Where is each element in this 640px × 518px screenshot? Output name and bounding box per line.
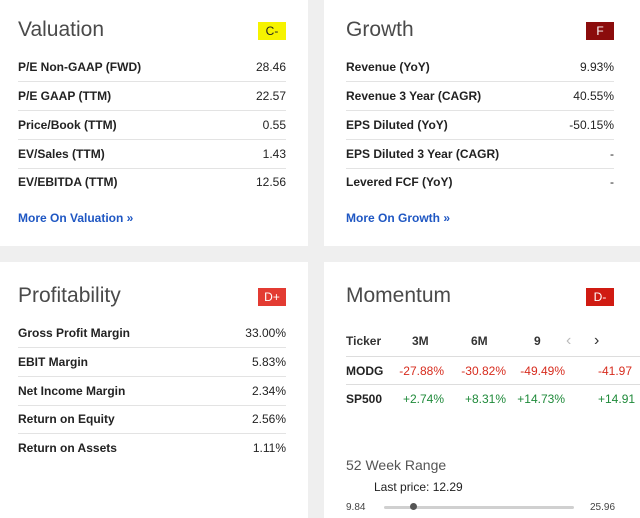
range-track <box>384 506 574 509</box>
valuation-grade-badge: C- <box>258 22 286 40</box>
metric-label: Return on Assets <box>18 440 117 455</box>
metric-value: 2.34% <box>251 383 286 398</box>
metric-label: Gross Profit Margin <box>18 325 131 340</box>
metric-label: EPS Diluted (YoY) <box>346 117 448 132</box>
range-high: 25.96 <box>590 502 616 513</box>
metric-value: 2.56% <box>251 411 286 426</box>
momentum-value-9m: -49.49% <box>520 364 565 378</box>
growth-row: Revenue (YoY) 9.93% <box>346 52 614 82</box>
last-price-label: Last price: 12.29 <box>374 480 463 494</box>
metric-value: 0.55 <box>262 117 286 132</box>
metric-label: EBIT Margin <box>18 354 89 369</box>
momentum-value-3m: -27.88% <box>399 364 444 378</box>
metric-value: -50.15% <box>569 117 614 132</box>
metric-label: Price/Book (TTM) <box>18 117 117 132</box>
valuation-row: P/E Non-GAAP (FWD) 28.46 <box>18 52 286 82</box>
momentum-value-3m: +2.74% <box>402 392 444 406</box>
growth-grade-badge: F <box>586 22 614 40</box>
range-marker[interactable] <box>409 503 417 510</box>
metric-value: 22.57 <box>255 88 286 103</box>
valuation-row: EV/EBITDA (TTM) 12.56 <box>18 167 286 196</box>
more-on-growth-link[interactable]: More On Growth » <box>346 211 451 225</box>
growth-row: EPS Diluted 3 Year (CAGR) - <box>346 139 614 169</box>
metric-label: EPS Diluted 3 Year (CAGR) <box>346 146 500 161</box>
range-title: 52 Week Range <box>346 457 447 473</box>
momentum-grade-badge: D- <box>586 288 614 306</box>
metric-label: Revenue (YoY) <box>346 59 430 74</box>
momentum-card: Momentum D- Ticker 3M 6M 9 ‹ › MODG -27.… <box>324 262 640 518</box>
metric-label: EV/EBITDA (TTM) <box>18 174 118 189</box>
growth-card: Growth F Revenue (YoY) 9.93% Revenue 3 Y… <box>324 0 640 246</box>
growth-row: Levered FCF (YoY) - <box>346 167 614 196</box>
profitability-row: EBIT Margin 5.83% <box>18 347 286 377</box>
momentum-value-1y: -41.97 <box>598 364 633 378</box>
momentum-row: MODG -27.88% -30.82% -49.49% -41.97 <box>346 356 640 384</box>
profitability-row: Gross Profit Margin 33.00% <box>18 318 286 348</box>
momentum-value-9m: +14.73% <box>517 392 565 406</box>
chevron-right-icon[interactable]: › <box>594 332 600 349</box>
momentum-value-6m: +8.31% <box>464 392 506 406</box>
profitability-row: Return on Assets 1.11% <box>18 433 286 462</box>
metric-label: P/E Non-GAAP (FWD) <box>18 59 142 74</box>
metric-label: Revenue 3 Year (CAGR) <box>346 88 482 103</box>
profitability-row: Return on Equity 2.56% <box>18 404 286 434</box>
metric-label: P/E GAAP (TTM) <box>18 88 112 103</box>
growth-title: Growth <box>346 18 414 41</box>
metric-value: 5.83% <box>251 354 286 369</box>
range-low: 9.84 <box>346 502 366 513</box>
valuation-row: EV/Sales (TTM) 1.43 <box>18 139 286 169</box>
valuation-title: Valuation <box>18 18 105 41</box>
metric-value: 33.00% <box>245 325 286 340</box>
profitability-grade-badge: D+ <box>258 288 286 306</box>
profitability-row: Net Income Margin 2.34% <box>18 376 286 406</box>
metric-value: 9.93% <box>579 59 614 74</box>
chevron-left-icon[interactable]: ‹ <box>566 332 572 349</box>
metric-value: 12.56 <box>255 174 286 189</box>
metric-label: Return on Equity <box>18 411 115 426</box>
metric-value: 40.55% <box>573 88 614 103</box>
column-header-3m[interactable]: 3M <box>412 334 429 348</box>
metric-value: - <box>610 174 614 189</box>
growth-row: EPS Diluted (YoY) -50.15% <box>346 110 614 140</box>
growth-row: Revenue 3 Year (CAGR) 40.55% <box>346 81 614 111</box>
column-header-ticker[interactable]: Ticker <box>346 334 382 348</box>
valuation-row: P/E GAAP (TTM) 22.57 <box>18 81 286 111</box>
valuation-card: Valuation C- P/E Non-GAAP (FWD) 28.46 P/… <box>0 0 308 246</box>
momentum-title: Momentum <box>346 284 452 307</box>
profitability-card: Profitability D+ Gross Profit Margin 33.… <box>0 262 308 518</box>
valuation-row: Price/Book (TTM) 0.55 <box>18 110 286 140</box>
metric-value: - <box>610 146 614 161</box>
metric-label: EV/Sales (TTM) <box>18 146 105 161</box>
metric-value: 1.43 <box>262 146 286 161</box>
metric-label: Levered FCF (YoY) <box>346 174 453 189</box>
momentum-table: Ticker 3M 6M 9 ‹ › MODG -27.88% -30.82% … <box>346 328 640 412</box>
column-header-9m[interactable]: 9 <box>534 334 541 348</box>
column-header-6m[interactable]: 6M <box>471 334 488 348</box>
ticker-label[interactable]: SP500 <box>346 392 383 406</box>
metric-value: 28.46 <box>255 59 286 74</box>
profitability-title: Profitability <box>18 284 121 307</box>
momentum-value-6m: -30.82% <box>461 364 506 378</box>
ticker-label[interactable]: MODG <box>346 364 384 378</box>
more-on-valuation-link[interactable]: More On Valuation » <box>18 211 134 225</box>
momentum-value-1y: +14.91 <box>598 392 636 406</box>
metric-label: Net Income Margin <box>18 383 126 398</box>
metric-value: 1.11% <box>252 440 286 455</box>
momentum-row: SP500 +2.74% +8.31% +14.73% +14.91 <box>346 384 640 412</box>
momentum-header-row: Ticker 3M 6M 9 ‹ › <box>346 328 640 354</box>
